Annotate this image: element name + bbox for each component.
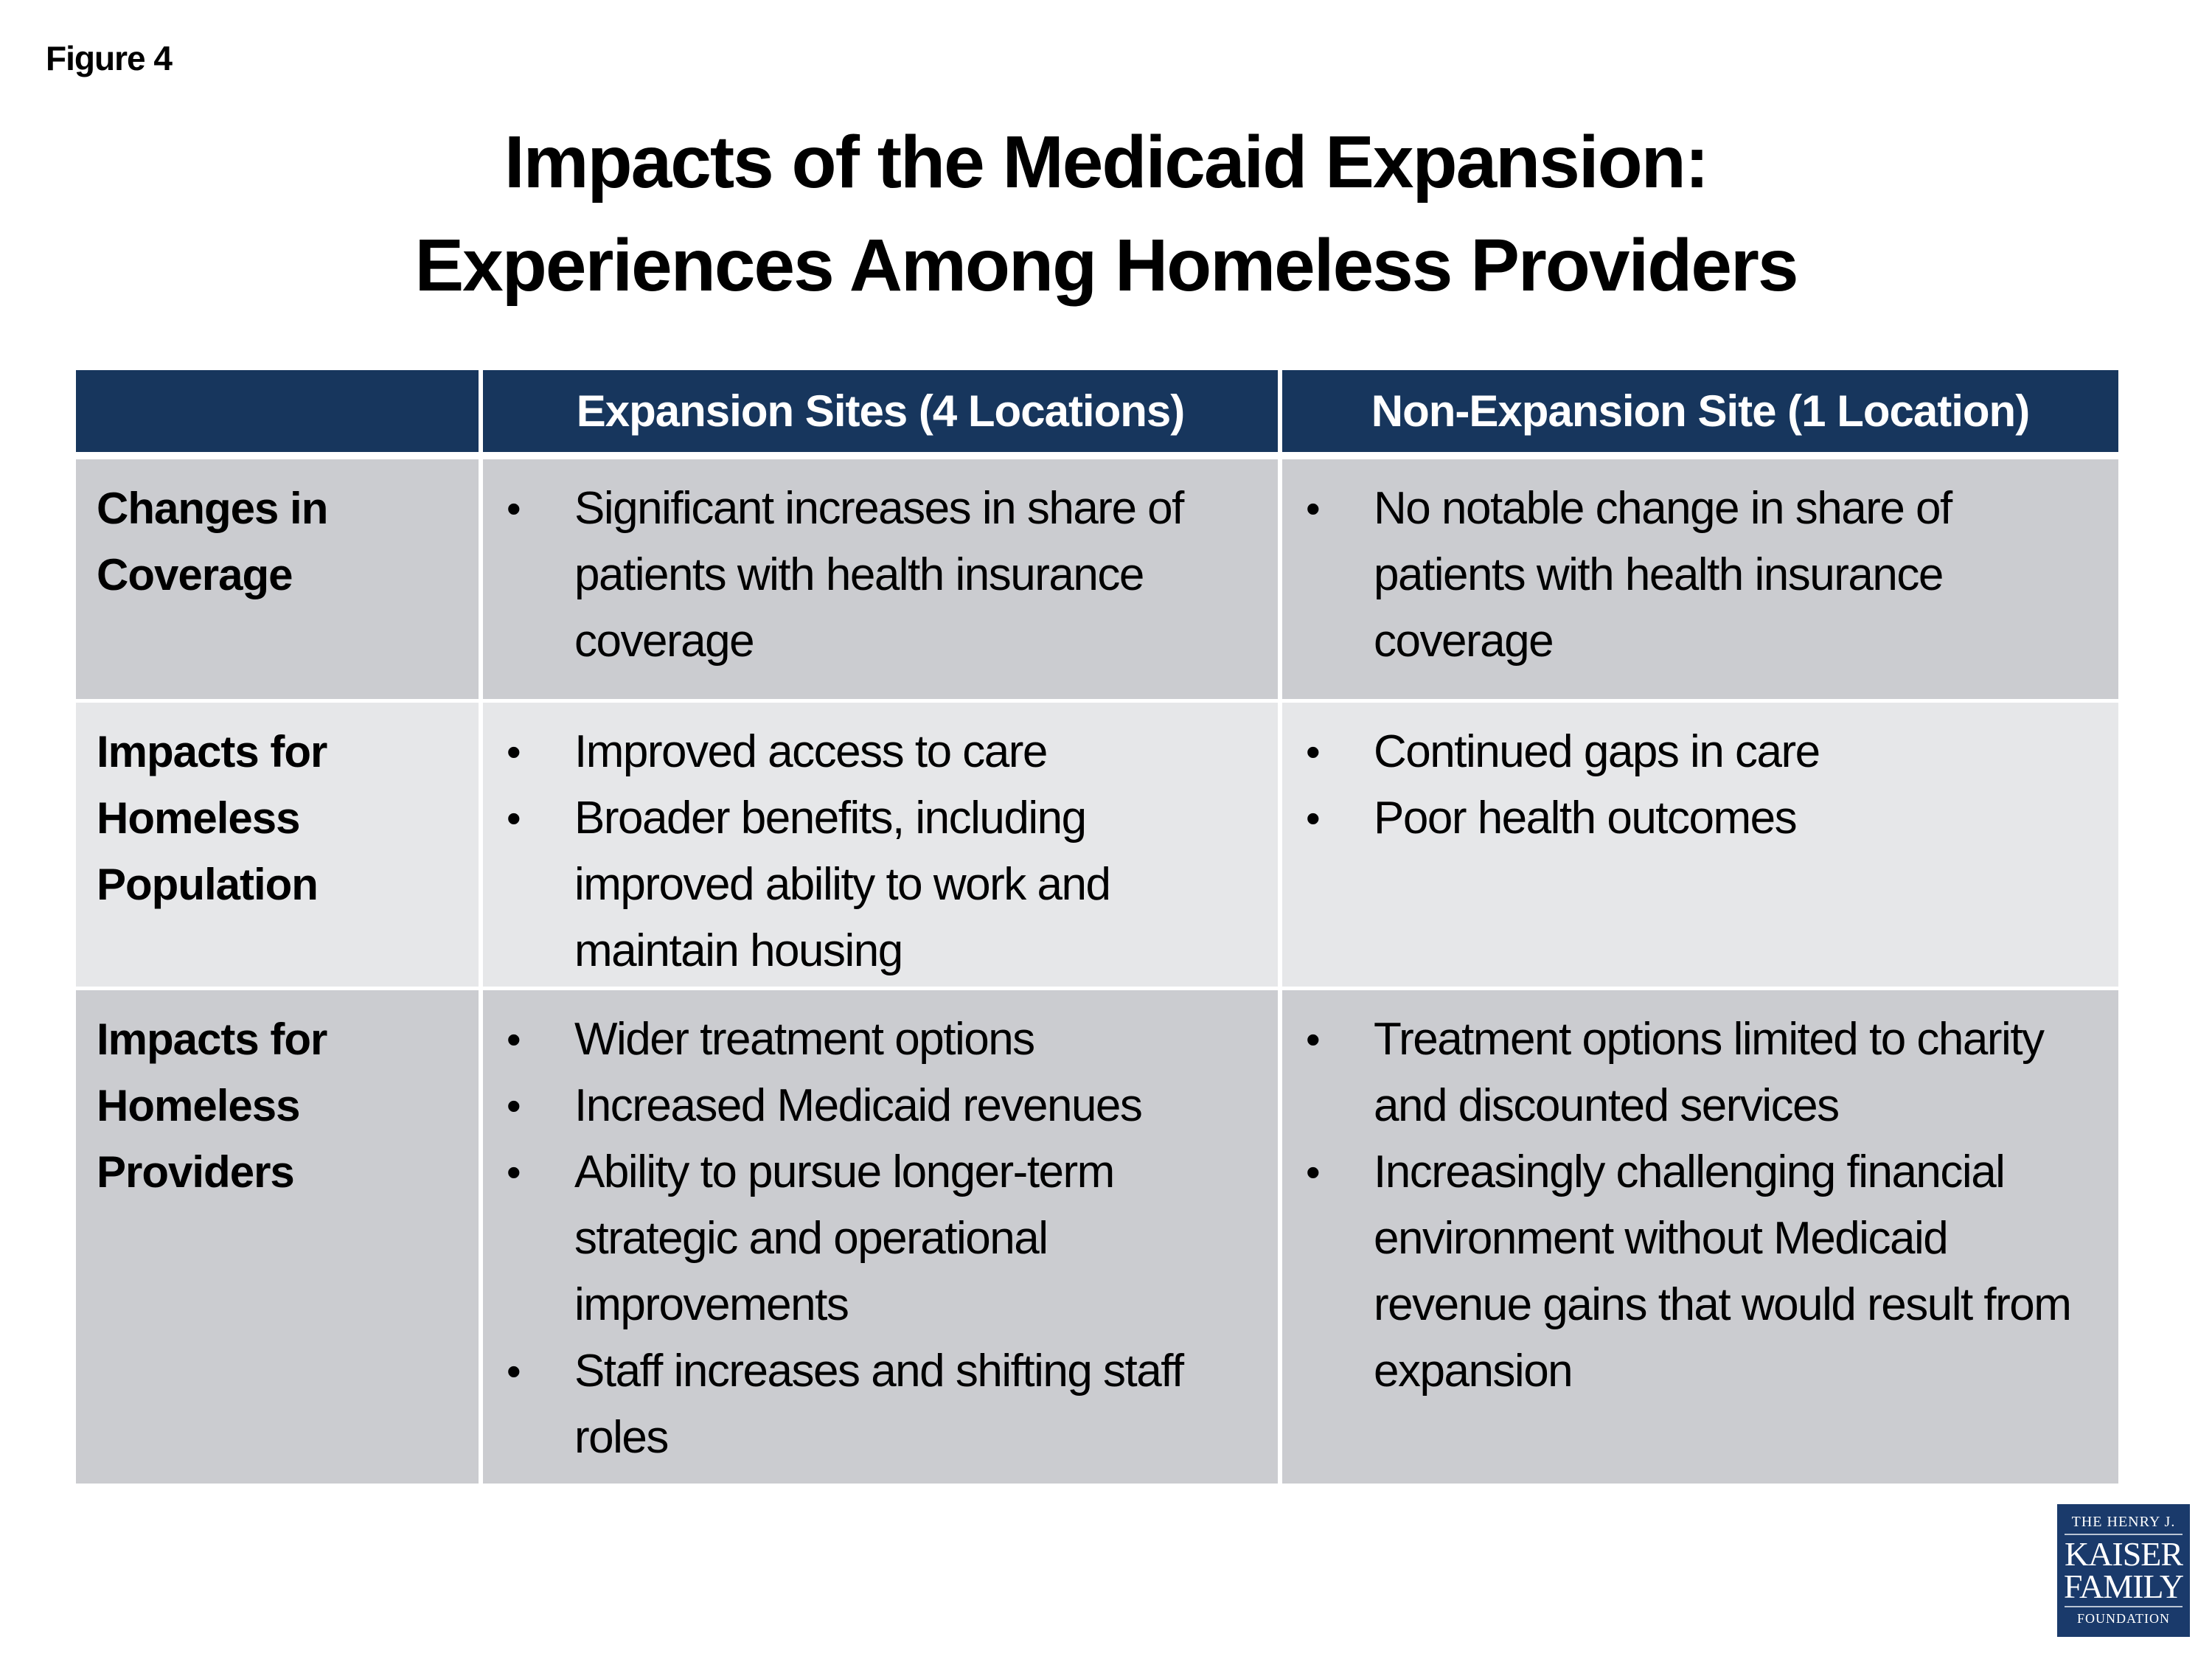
expansion-cell: • Wider treatment options • Increased Medi… [483, 990, 1278, 1484]
list-item-text: Increased Medicaid revenues [574, 1080, 1143, 1131]
expansion-cell: • Significant increases in share of patie… [483, 459, 1278, 699]
list-item: • Wider treatment options [483, 1006, 1263, 1073]
row-label: Impacts for Homeless Population [76, 703, 479, 987]
row-label-line: Homeless [97, 1081, 300, 1130]
list-item: • Staff increases and shifting staff role… [483, 1338, 1263, 1471]
table-row-homeless-population: Impacts for Homeless Population • Improve… [76, 703, 2118, 987]
list-item-text: Continued gaps in care [1374, 726, 1820, 777]
row-label-line: Population [97, 860, 319, 909]
logo-line-4: FOUNDATION [2077, 1611, 2170, 1626]
bullet-icon: • [1306, 1016, 1321, 1062]
bullet-icon: • [507, 728, 521, 775]
list-item-text: Staff increases and shifting staff roles [574, 1346, 1184, 1463]
header-cell-empty [76, 370, 479, 452]
bullet-icon: • [1306, 728, 1321, 775]
logo-divider [2065, 1606, 2183, 1607]
table-row-coverage: Changes in Coverage • Significant increas… [76, 459, 2118, 699]
bullet-icon: • [507, 1016, 521, 1062]
non-expansion-cell: • Continued gaps in care • Poor health out… [1282, 703, 2118, 987]
bullet-icon: • [1306, 795, 1321, 841]
row-label-line: Homeless [97, 793, 300, 843]
header-cell-expansion: Expansion Sites (4 Locations) [483, 370, 1278, 452]
list-item: • Increased Medicaid revenues [483, 1073, 1263, 1139]
row-label-line: Providers [97, 1147, 295, 1197]
table-row-homeless-providers: Impacts for Homeless Providers • Wider tr… [76, 990, 2118, 1484]
row-label-line: Coverage [97, 550, 293, 599]
kaiser-family-foundation-logo: THE HENRY J. KAISER FAMILY FOUNDATION [2057, 1504, 2190, 1637]
bullet-icon: • [507, 1348, 521, 1394]
list-item-text: Ability to pursue longer-term strategic … [574, 1147, 1115, 1330]
title-line-1: Impacts of the Medicaid Expansion: [504, 121, 1709, 204]
logo-line-1: THE HENRY J. [2071, 1514, 2176, 1530]
logo-divider [2065, 1534, 2183, 1535]
list-item-text: Increasingly challenging financial envir… [1374, 1147, 2072, 1397]
non-expansion-cell: • Treatment options limited to charity an… [1282, 990, 2118, 1484]
list-item: • Broader benefits, including improved ab… [483, 785, 1263, 984]
list-item-text: Poor health outcomes [1374, 793, 1798, 844]
list-item: • Improved access to care [483, 719, 1263, 785]
list-item-text: Wider treatment options [574, 1014, 1035, 1065]
list-item: • Ability to pursue longer-term strategic… [483, 1139, 1263, 1338]
list-item-text: Significant increases in share of patien… [574, 483, 1184, 667]
row-label-line: Impacts for [97, 727, 327, 776]
title-line-2: Experiences Among Homeless Providers [414, 224, 1798, 307]
bullet-icon: • [507, 485, 521, 532]
list-item-text: Improved access to care [574, 726, 1048, 777]
list-item: • No notable change in share of patients … [1282, 476, 2104, 675]
bullet-icon: • [1306, 1149, 1321, 1195]
list-item: • Significant increases in share of patie… [483, 476, 1263, 675]
row-label-line: Changes in [97, 484, 328, 533]
list-item: • Continued gaps in care [1282, 719, 2104, 785]
header-cell-non-expansion: Non-Expansion Site (1 Location) [1282, 370, 2118, 452]
logo-line-2: KAISER [2064, 1535, 2183, 1573]
row-label-line: Impacts for [97, 1015, 327, 1064]
bullet-icon: • [507, 1149, 521, 1195]
non-expansion-cell: • No notable change in share of patients … [1282, 459, 2118, 699]
figure-label: Figure 4 [46, 39, 173, 77]
list-item: • Poor health outcomes [1282, 785, 2104, 852]
list-item-text: Treatment options limited to charity and… [1374, 1014, 2045, 1131]
list-item-text: Broader benefits, including improved abi… [574, 793, 1111, 976]
list-item-text: No notable change in share of patients w… [1374, 483, 1952, 667]
page-title: Impacts of the Medicaid Expansion: Exper… [0, 111, 2212, 317]
row-label: Changes in Coverage [76, 459, 479, 699]
list-item: • Increasingly challenging financial envi… [1282, 1139, 2104, 1405]
bullet-icon: • [1306, 485, 1321, 532]
logo-line-3: FAMILY [2063, 1568, 2184, 1605]
list-item: • Treatment options limited to charity an… [1282, 1006, 2104, 1139]
bullet-icon: • [507, 1082, 521, 1129]
row-label: Impacts for Homeless Providers [76, 990, 479, 1484]
expansion-cell: • Improved access to care • Broader benefi… [483, 703, 1278, 987]
table-header-row: Expansion Sites (4 Locations) Non-Expans… [76, 370, 2118, 452]
bullet-icon: • [507, 795, 521, 841]
